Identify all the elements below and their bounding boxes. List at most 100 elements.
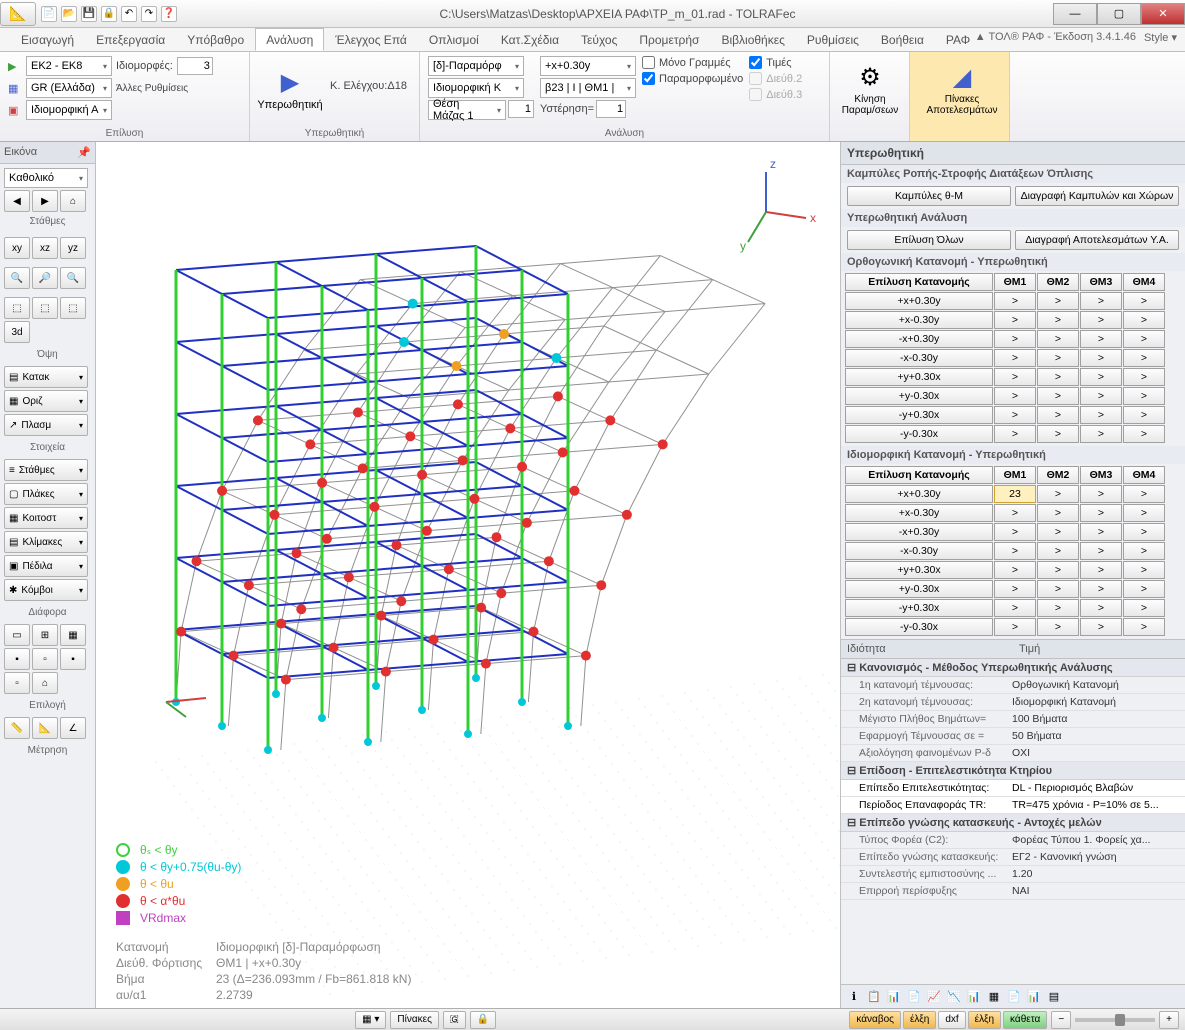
qa-1[interactable]: 📂 [61, 6, 77, 22]
rp-idio-cell-1-0[interactable]: > [994, 504, 1036, 522]
style-dropdown[interactable]: Style ▾ [1144, 31, 1177, 44]
rp-ortho-cell-5-2[interactable]: > [1080, 387, 1122, 405]
rp-idio-cell-7-1[interactable]: > [1037, 618, 1079, 636]
prop-group[interactable]: ⊟ Επίπεδο γνώσης κατασκευής - Αντοχές με… [841, 814, 1185, 832]
rp-idio-cell-3-0[interactable]: > [994, 542, 1036, 560]
rp-ortho-cell-4-2[interactable]: > [1080, 368, 1122, 386]
sel-2[interactable]: ⊞ [32, 624, 58, 646]
rp-sec2-btn-1[interactable]: Διαγραφή Αποτελεσμάτων Υ.Α. [1015, 230, 1179, 250]
rp-ortho-row-5[interactable]: +y-0.30x [845, 387, 993, 405]
rp-ortho-cell-5-0[interactable]: > [994, 387, 1036, 405]
lp-zoom-2[interactable]: 🔍 [60, 267, 86, 289]
rp-idio-cell-2-0[interactable]: > [994, 523, 1036, 541]
sb-c-2[interactable]: 🇬 [443, 1011, 466, 1029]
rp-idio-cell-7-0[interactable]: > [994, 618, 1036, 636]
rp-ortho-row-7[interactable]: -y-0.30x [845, 425, 993, 443]
rp-ortho-cell-6-0[interactable]: > [994, 406, 1036, 424]
lp-sec2-4[interactable]: ▣Πέδιλα▾ [4, 555, 88, 577]
rp-idio-cell-2-1[interactable]: > [1037, 523, 1079, 541]
rp-tb-1[interactable]: 📋 [865, 988, 883, 1006]
tab-Τεύχος[interactable]: Τεύχος [570, 28, 628, 51]
rp-idio-cell-5-1[interactable]: > [1037, 580, 1079, 598]
rp-idio-cell-2-2[interactable]: > [1080, 523, 1122, 541]
stop-icon[interactable]: ▣ [8, 104, 22, 117]
rp-idio-row-7[interactable]: -y-0.30x [845, 618, 993, 636]
rp-ortho-cell-6-3[interactable]: > [1123, 406, 1165, 424]
qa-0[interactable]: 📄 [41, 6, 57, 22]
rp-ortho-cell-5-3[interactable]: > [1123, 387, 1165, 405]
maximize-button[interactable]: ▢ [1097, 3, 1141, 25]
prop-group[interactable]: ⊟ Επίδοση - Επιτελεστικότητα Κτηρίου [841, 762, 1185, 780]
rp-idio-cell-3-2[interactable]: > [1080, 542, 1122, 560]
lp-sec1-1[interactable]: ▦Οριζ▾ [4, 390, 88, 412]
rp-idio-cell-0-3[interactable]: > [1123, 485, 1165, 503]
lp-sec2-3[interactable]: ▤Κλίμακες▾ [4, 531, 88, 553]
settings-link[interactable]: Άλλες Ρυθμίσεις [116, 83, 188, 94]
rp-ortho-cell-7-1[interactable]: > [1037, 425, 1079, 443]
tab-Ρυθμίσεις[interactable]: Ρυθμίσεις [796, 28, 870, 51]
rp-ortho-cell-1-2[interactable]: > [1080, 311, 1122, 329]
rp-ortho-cell-6-1[interactable]: > [1037, 406, 1079, 424]
rp-idio-cell-4-2[interactable]: > [1080, 561, 1122, 579]
rp-ortho-cell-4-1[interactable]: > [1037, 368, 1079, 386]
deformed-check[interactable]: Παραμορφωμένο [642, 72, 743, 85]
zoom-in[interactable]: + [1159, 1011, 1179, 1029]
zoom-out[interactable]: − [1051, 1011, 1071, 1029]
rp-idio-cell-1-2[interactable]: > [1080, 504, 1122, 522]
rp-ortho-head-0[interactable]: Επίλυση Κατανομής [845, 273, 993, 291]
lp-zoom-1[interactable]: 🔎 [32, 267, 58, 289]
rp-ortho-cell-1-1[interactable]: > [1037, 311, 1079, 329]
rp-ortho-cell-3-3[interactable]: > [1123, 349, 1165, 367]
rp-ortho-head-2[interactable]: ΘΜ2 [1037, 273, 1079, 291]
qa-2[interactable]: 💾 [81, 6, 97, 22]
rp-idio-cell-6-1[interactable]: > [1037, 599, 1079, 617]
tab-Βοήθεια[interactable]: Βοήθεια [870, 28, 935, 51]
rp-tb-0[interactable]: ℹ [845, 988, 863, 1006]
sel-7[interactable]: ▫ [4, 672, 30, 694]
lp-zoom-0[interactable]: 🔍 [4, 267, 30, 289]
rp-ortho-row-2[interactable]: -x+0.30y [845, 330, 993, 348]
rp-ortho-cell-3-0[interactable]: > [994, 349, 1036, 367]
deform-dd[interactable]: [δ]-Παραμόρφ [428, 56, 524, 76]
sb-c-0[interactable]: ▦ ▾ [355, 1011, 386, 1029]
rp-tb-5[interactable]: 📉 [945, 988, 963, 1006]
rp-idio-head-1[interactable]: ΘΜ1 [994, 466, 1036, 484]
delay-val[interactable] [596, 100, 626, 118]
rp-idio-cell-5-2[interactable]: > [1080, 580, 1122, 598]
viewport[interactable]: xyz θₛ < θyθ < θy+0.75(θu-θy)θ < θuθ < α… [96, 142, 840, 1008]
rp-ortho-cell-7-0[interactable]: > [994, 425, 1036, 443]
play-icon[interactable]: ▶ [8, 60, 22, 73]
rp-idio-cell-1-3[interactable]: > [1123, 504, 1165, 522]
rp-idio-head-4[interactable]: ΘΜ4 [1123, 466, 1165, 484]
rp-ortho-cell-0-1[interactable]: > [1037, 292, 1079, 310]
sel-3[interactable]: ▦ [60, 624, 86, 646]
rp-idio-cell-7-3[interactable]: > [1123, 618, 1165, 636]
nav-dn[interactable]: ▶ [32, 190, 58, 212]
rp-tb-2[interactable]: 📊 [885, 988, 903, 1006]
sel-5[interactable]: ▫ [32, 648, 58, 670]
tab-Βιβλιοθήκες[interactable]: Βιβλιοθήκες [710, 28, 795, 51]
rp-idio-cell-0-0[interactable]: 23 [994, 485, 1036, 503]
rp-ortho-cell-0-0[interactable]: > [994, 292, 1036, 310]
view-dropdown[interactable]: Καθολικό [4, 168, 88, 188]
rp-idio-row-6[interactable]: -y+0.30x [845, 599, 993, 617]
load-dd[interactable]: +x+0.30y [540, 56, 636, 76]
lp-sec1-2[interactable]: ↗Πλασμ▾ [4, 414, 88, 436]
qa-4[interactable]: ↶ [121, 6, 137, 22]
rp-ortho-cell-2-2[interactable]: > [1080, 330, 1122, 348]
rp-ortho-row-1[interactable]: +x-0.30y [845, 311, 993, 329]
rp-ortho-row-0[interactable]: +x+0.30y [845, 292, 993, 310]
rp-sec1-btn-0[interactable]: Καμπύλες θ-Μ [847, 186, 1011, 206]
lp-sec2-0[interactable]: ≡Στάθμες▾ [4, 459, 88, 481]
close-button[interactable]: ✕ [1141, 3, 1185, 25]
sb-r-1[interactable]: έλξη [903, 1011, 936, 1029]
tab-Επεξεργασία[interactable]: Επεξεργασία [85, 28, 176, 51]
motion-button[interactable]: ⚙ Κίνηση Παραμ/σεων [838, 56, 902, 122]
rp-ortho-head-3[interactable]: ΘΜ3 [1080, 273, 1122, 291]
rp-ortho-cell-0-2[interactable]: > [1080, 292, 1122, 310]
mass-val[interactable] [508, 100, 534, 118]
nav-home[interactable]: ⌂ [60, 190, 86, 212]
rp-ortho-cell-5-1[interactable]: > [1037, 387, 1079, 405]
rp-tb-4[interactable]: 📈 [925, 988, 943, 1006]
lp-sec2-2[interactable]: ▦Κοιτοστ▾ [4, 507, 88, 529]
